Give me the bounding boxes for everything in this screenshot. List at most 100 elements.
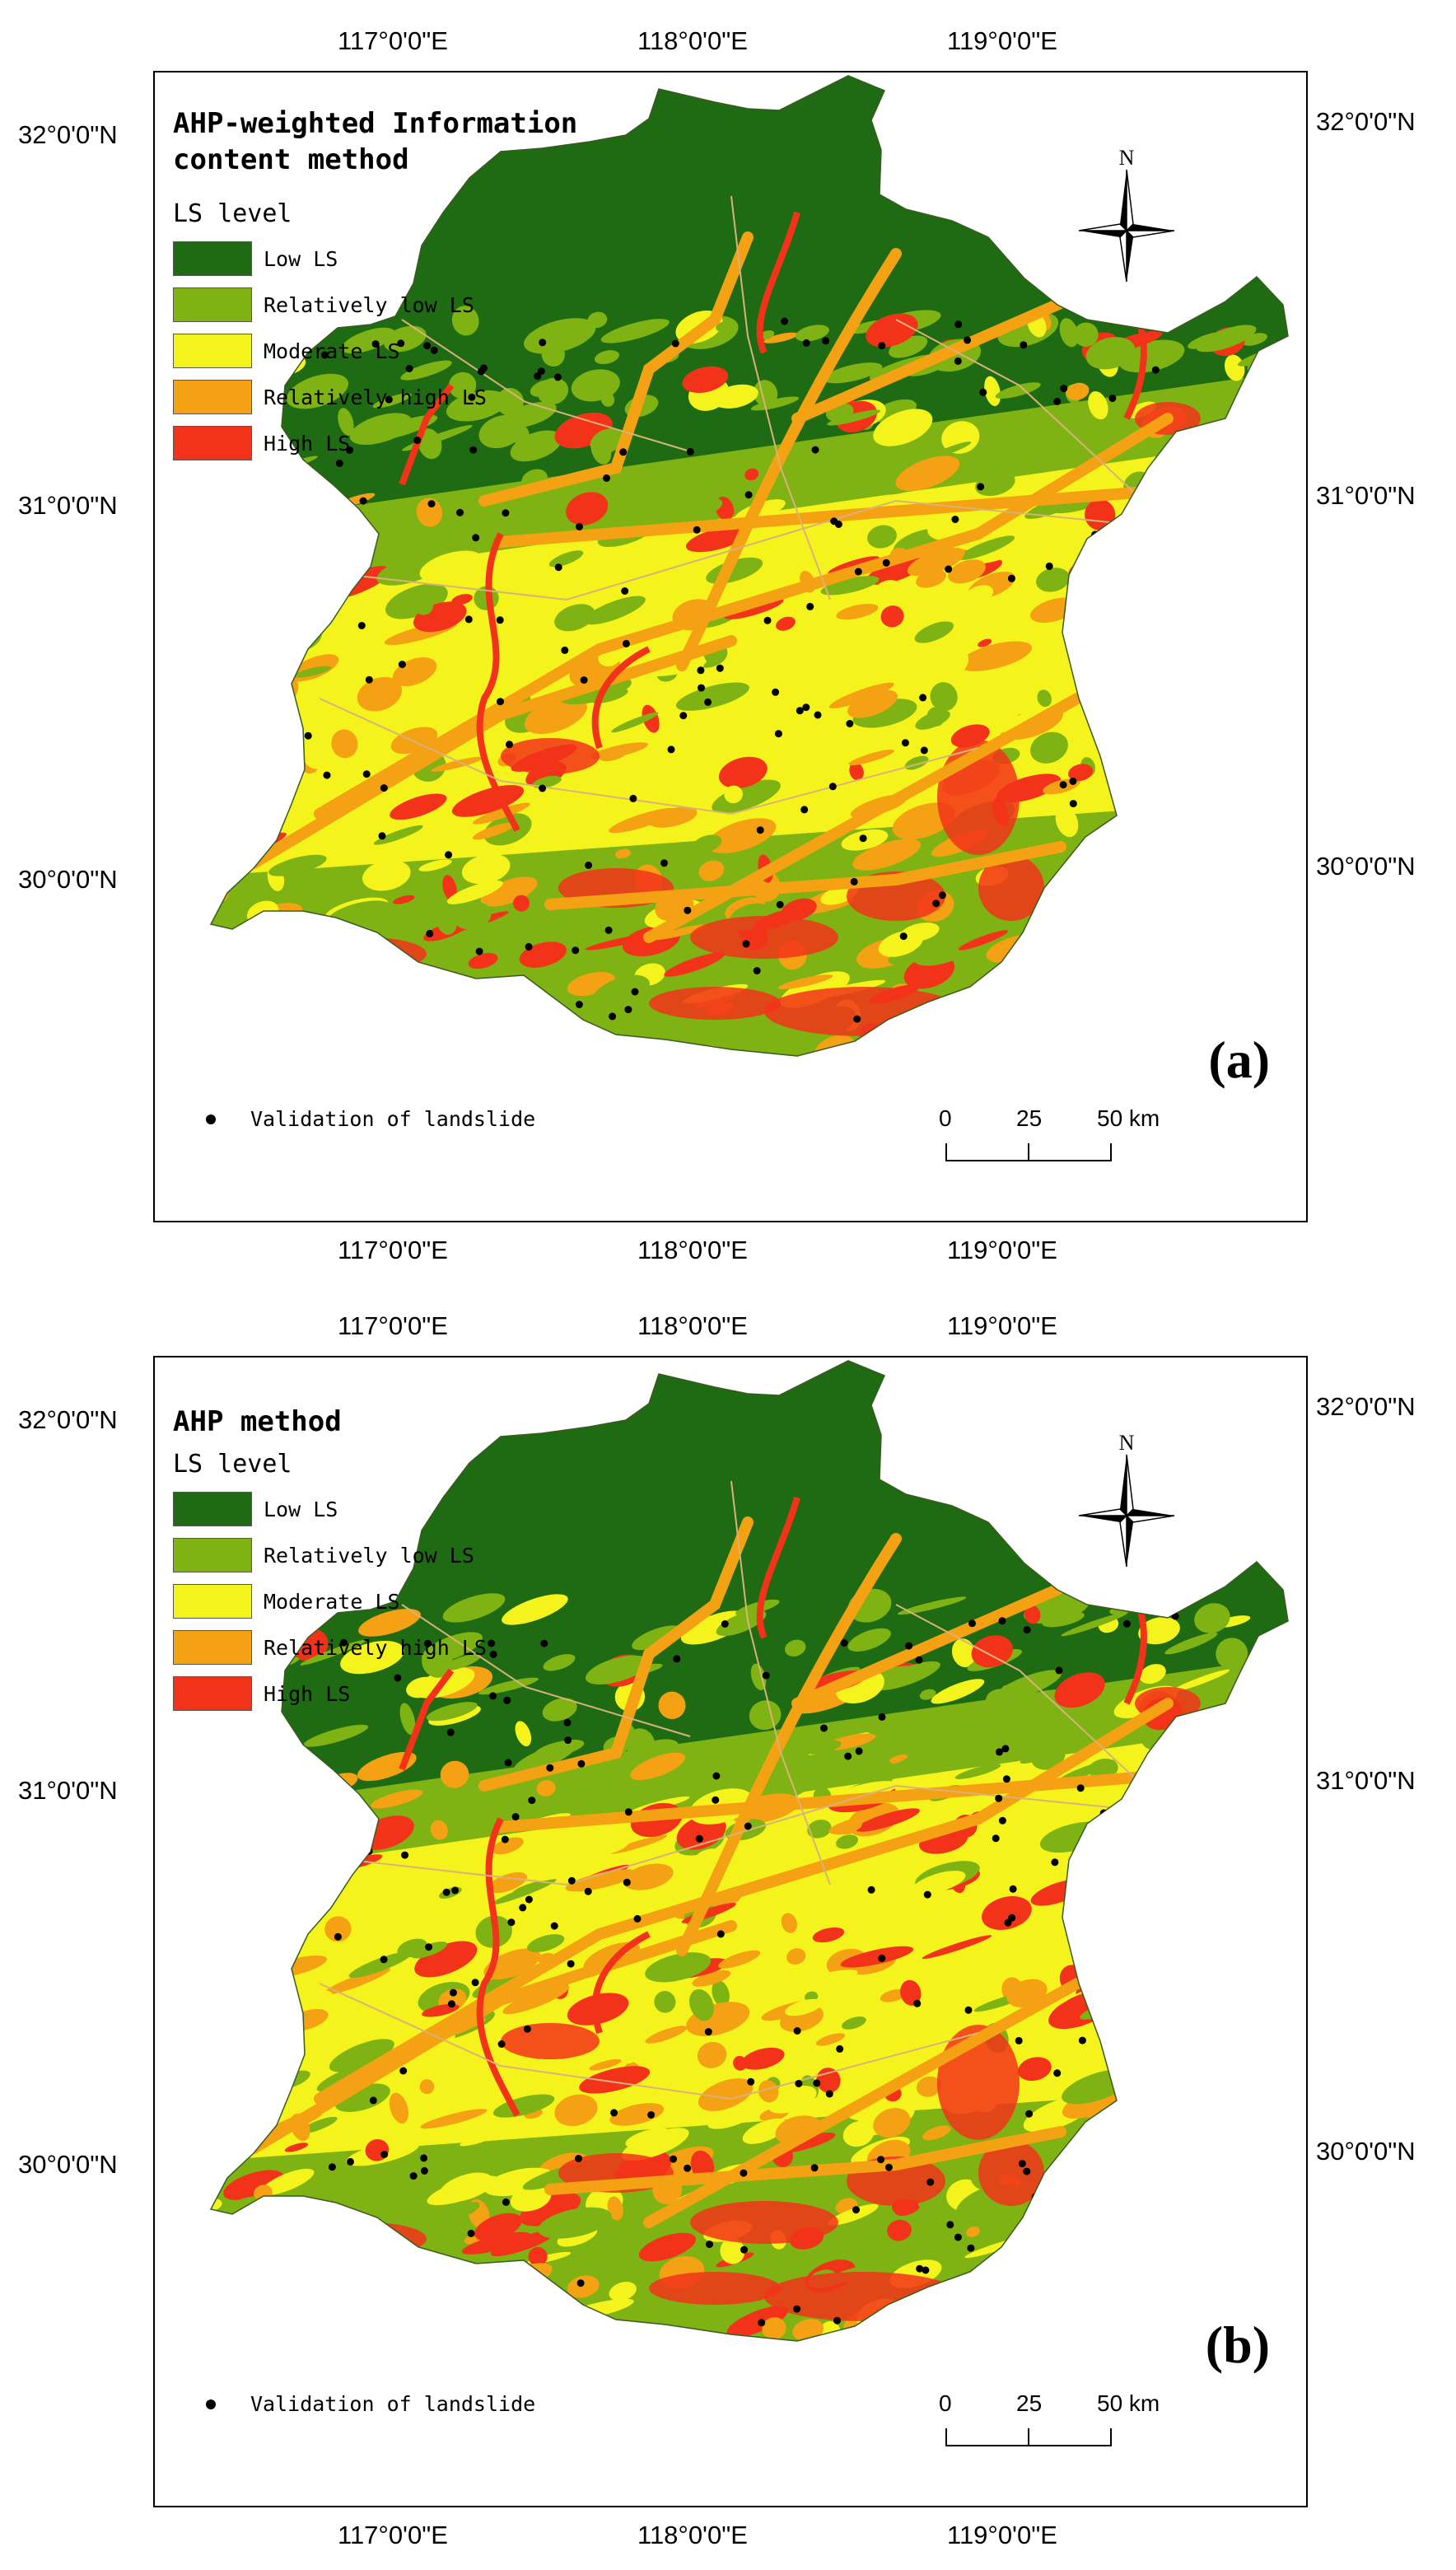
ls-corridor <box>676 1533 902 1956</box>
validation-point <box>954 2233 962 2241</box>
ls-patch <box>292 1868 310 1885</box>
ls-patch <box>613 1792 646 1808</box>
validation-point <box>1174 2245 1183 2253</box>
ls-patch <box>411 2303 475 2336</box>
ls-patch <box>971 1635 1014 1668</box>
ls-patch <box>388 1031 423 1055</box>
ls-patch <box>490 2230 556 2257</box>
validation-point <box>394 1674 402 1682</box>
validation-point <box>322 973 330 980</box>
validation-point <box>584 1887 592 1895</box>
ls-patch <box>931 1679 985 1704</box>
ls-patch <box>1249 664 1278 680</box>
validation-point <box>621 587 629 595</box>
validation-point <box>940 2320 948 2328</box>
ls-patch <box>420 2109 488 2129</box>
validation-point <box>346 446 354 454</box>
validation-point <box>811 446 819 454</box>
legend-swatch <box>173 1538 252 1572</box>
ls-patch <box>400 360 452 381</box>
ls-patch <box>594 350 620 365</box>
validation-point <box>576 2279 585 2287</box>
ls-patch <box>1223 425 1288 460</box>
ls-patch <box>340 1640 404 1675</box>
ls-patch <box>211 959 234 984</box>
ls-patch <box>650 705 702 736</box>
ls-patch <box>211 1778 246 1797</box>
ls-patch <box>251 2083 267 2106</box>
ls-patch <box>468 952 498 970</box>
right-lat-label-30: 30°0'0"N <box>1316 852 1416 881</box>
ls-patch <box>222 1946 240 1965</box>
ls-patch <box>1236 1917 1288 1956</box>
legend-swatch <box>173 1630 252 1665</box>
validation-point <box>371 340 380 348</box>
validation-point <box>976 2287 984 2295</box>
ls-patch <box>628 1043 652 1056</box>
legend-item-low: Low LS <box>173 241 338 277</box>
ls-patch <box>927 646 969 679</box>
legend-swatch <box>173 334 252 368</box>
ls-patch <box>338 408 354 436</box>
ls-patch <box>211 2087 250 2107</box>
ls-patch <box>333 963 362 991</box>
map-title: AHP-weighted Information content method <box>173 107 578 176</box>
ls-patch <box>1197 787 1231 816</box>
validation-point <box>878 1713 886 1721</box>
ls-corridor <box>495 479 1248 548</box>
top-lon-label-117: 117°0'0"E <box>338 26 448 55</box>
validation-point <box>836 2044 844 2053</box>
ls-patch <box>338 2223 377 2243</box>
legend-label: High LS <box>264 1681 351 1706</box>
validation-point <box>359 497 367 505</box>
ls-patch <box>733 2055 747 2071</box>
ls-patch <box>419 550 483 582</box>
scale-label-50: 50 km <box>1097 1105 1160 1131</box>
ls-patch <box>614 848 631 859</box>
ls-patch <box>1196 325 1257 353</box>
map-panel-b: 117°0'0"E 118°0'0"E 119°0'0"E 117°0'0"E … <box>0 1285 1456 2570</box>
ls-patch <box>542 1698 577 1722</box>
ls-patch <box>211 1883 220 1906</box>
ls-patch <box>958 535 1015 560</box>
ls-river <box>756 211 800 354</box>
validation-point <box>385 395 393 404</box>
ls-patch <box>474 2213 522 2241</box>
validation-point <box>328 2163 336 2171</box>
validation-point <box>405 365 413 372</box>
ls-patch <box>1066 382 1090 400</box>
ls-patch-high <box>649 2272 781 2305</box>
ls-patch <box>1223 917 1241 929</box>
ls-patch-high <box>978 855 1044 921</box>
ls-patch <box>436 907 458 935</box>
validation-point <box>954 320 963 329</box>
validation-point <box>451 1886 459 1895</box>
ls-patch <box>1164 563 1218 586</box>
ls-patch <box>900 923 940 942</box>
ls-patch <box>966 2227 980 2237</box>
ls-patch <box>847 689 898 718</box>
validation-point <box>469 446 478 454</box>
ls-patch <box>451 785 525 817</box>
validation-point <box>882 558 890 567</box>
validation-point <box>475 947 483 956</box>
legend-label: Relatively low LS <box>264 292 474 317</box>
ls-patch <box>1160 1795 1215 1823</box>
ls-patch <box>217 2285 248 2303</box>
legend-swatch <box>173 287 252 322</box>
ls-patch <box>260 502 292 535</box>
ls-patch <box>488 2267 520 2283</box>
ls-patch <box>1124 1880 1169 1900</box>
ls-patch <box>712 384 758 409</box>
ls-patch <box>554 2094 598 2127</box>
ls-patch <box>1031 1742 1066 1770</box>
left-lat-label-31: 31°0'0"N <box>18 1776 118 1805</box>
validation-point <box>671 339 679 348</box>
ls-patch <box>786 1948 806 1965</box>
ls-patch <box>1127 1002 1152 1018</box>
validation-point <box>1004 1918 1012 1927</box>
legend-item-high: High LS <box>173 1675 350 1712</box>
validation-point <box>721 1620 729 1628</box>
validation-point <box>353 1830 362 1838</box>
validation-point <box>772 688 780 696</box>
